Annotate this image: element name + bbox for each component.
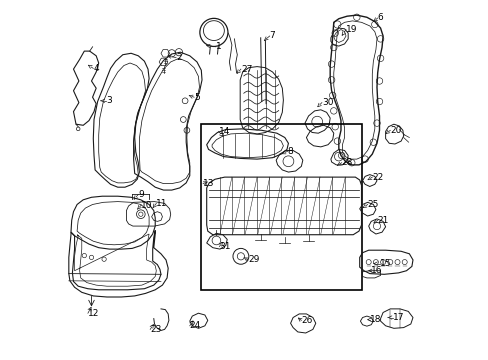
Text: 31: 31 xyxy=(219,242,230,251)
Text: 12: 12 xyxy=(88,309,99,318)
Text: 8: 8 xyxy=(287,147,293,156)
Text: 4: 4 xyxy=(93,64,99,73)
Text: 9: 9 xyxy=(138,190,144,199)
Text: 27: 27 xyxy=(241,65,252,74)
Text: 29: 29 xyxy=(247,256,259,264)
Text: 19: 19 xyxy=(346,25,357,34)
Text: 24: 24 xyxy=(189,321,201,330)
Text: 14: 14 xyxy=(218,127,229,136)
Text: 26: 26 xyxy=(301,316,312,325)
Text: 1: 1 xyxy=(215,42,221,51)
Text: 15: 15 xyxy=(379,259,390,268)
Text: 10: 10 xyxy=(141,201,152,210)
Text: 16: 16 xyxy=(370,266,382,275)
Text: 23: 23 xyxy=(150,325,161,334)
Text: 25: 25 xyxy=(367,200,378,209)
Text: 22: 22 xyxy=(371,173,383,181)
Text: 30: 30 xyxy=(321,98,333,107)
Text: 6: 6 xyxy=(377,13,383,22)
Text: 5: 5 xyxy=(194,93,200,102)
Text: 11: 11 xyxy=(156,199,167,208)
Text: 28: 28 xyxy=(341,158,352,167)
Text: 3: 3 xyxy=(106,96,111,105)
Text: 7: 7 xyxy=(269,31,275,40)
Text: 20: 20 xyxy=(389,126,401,135)
Text: 18: 18 xyxy=(369,315,381,324)
Text: 2: 2 xyxy=(176,53,182,62)
Text: 17: 17 xyxy=(392,313,404,322)
Bar xyxy=(200,124,361,290)
Text: 13: 13 xyxy=(203,179,214,188)
Text: 21: 21 xyxy=(377,216,388,225)
